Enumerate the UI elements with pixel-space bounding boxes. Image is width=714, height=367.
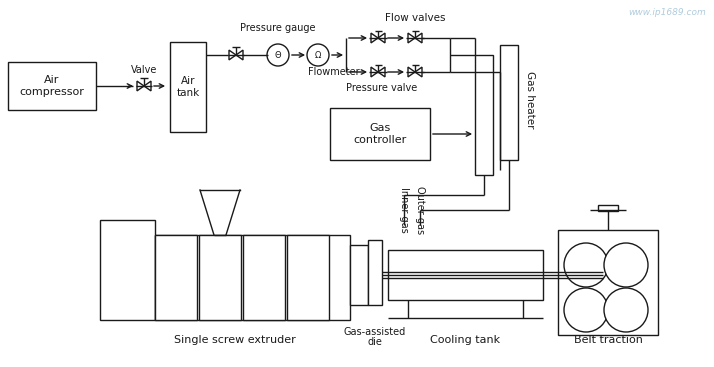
Text: Belt traction: Belt traction bbox=[573, 335, 643, 345]
Polygon shape bbox=[144, 81, 151, 91]
Bar bbox=[475, 55, 493, 175]
Polygon shape bbox=[408, 67, 415, 77]
Text: Single screw extruder: Single screw extruder bbox=[174, 335, 296, 345]
Circle shape bbox=[604, 288, 648, 332]
Text: die: die bbox=[368, 337, 383, 347]
Polygon shape bbox=[408, 33, 415, 43]
Polygon shape bbox=[229, 50, 236, 60]
Polygon shape bbox=[371, 33, 378, 43]
Circle shape bbox=[604, 243, 648, 287]
Text: Gas heater: Gas heater bbox=[525, 71, 535, 129]
Bar bbox=[155, 235, 197, 320]
Polygon shape bbox=[415, 33, 422, 43]
Bar bbox=[155, 235, 350, 320]
Text: Air
tank: Air tank bbox=[176, 76, 200, 98]
Text: Gas
controller: Gas controller bbox=[353, 123, 407, 145]
Text: Inner gas: Inner gas bbox=[399, 187, 409, 233]
Text: Pressure gauge: Pressure gauge bbox=[240, 23, 316, 33]
Bar bbox=[350, 245, 368, 305]
Polygon shape bbox=[378, 33, 385, 43]
Bar bbox=[388, 250, 543, 300]
Text: Pressure valve: Pressure valve bbox=[346, 83, 417, 93]
Polygon shape bbox=[371, 67, 378, 77]
Text: www.ip1689.com: www.ip1689.com bbox=[628, 8, 706, 17]
Circle shape bbox=[307, 44, 329, 66]
Bar bbox=[170, 42, 206, 132]
Text: Cooling tank: Cooling tank bbox=[430, 335, 500, 345]
Polygon shape bbox=[378, 67, 385, 77]
Bar bbox=[199, 235, 241, 320]
Bar bbox=[243, 235, 285, 320]
Text: Θ: Θ bbox=[275, 51, 281, 59]
Bar bbox=[558, 230, 658, 335]
Bar bbox=[500, 45, 518, 160]
Text: Ω: Ω bbox=[315, 51, 321, 59]
Text: Gas-assisted: Gas-assisted bbox=[344, 327, 406, 337]
Bar bbox=[100, 220, 155, 320]
Circle shape bbox=[564, 243, 608, 287]
Polygon shape bbox=[236, 50, 243, 60]
Bar bbox=[8, 62, 96, 110]
Text: Valve: Valve bbox=[131, 65, 157, 75]
Polygon shape bbox=[415, 67, 422, 77]
Bar bbox=[287, 235, 329, 320]
Text: Outer gas: Outer gas bbox=[415, 186, 425, 234]
Circle shape bbox=[267, 44, 289, 66]
Text: Air
compressor: Air compressor bbox=[19, 75, 84, 97]
Bar bbox=[368, 240, 382, 305]
Text: Flow valves: Flow valves bbox=[385, 13, 446, 23]
Polygon shape bbox=[137, 81, 144, 91]
Text: Flowmeter: Flowmeter bbox=[308, 67, 360, 77]
Circle shape bbox=[564, 288, 608, 332]
Bar bbox=[330, 108, 430, 160]
Bar bbox=[598, 205, 618, 211]
